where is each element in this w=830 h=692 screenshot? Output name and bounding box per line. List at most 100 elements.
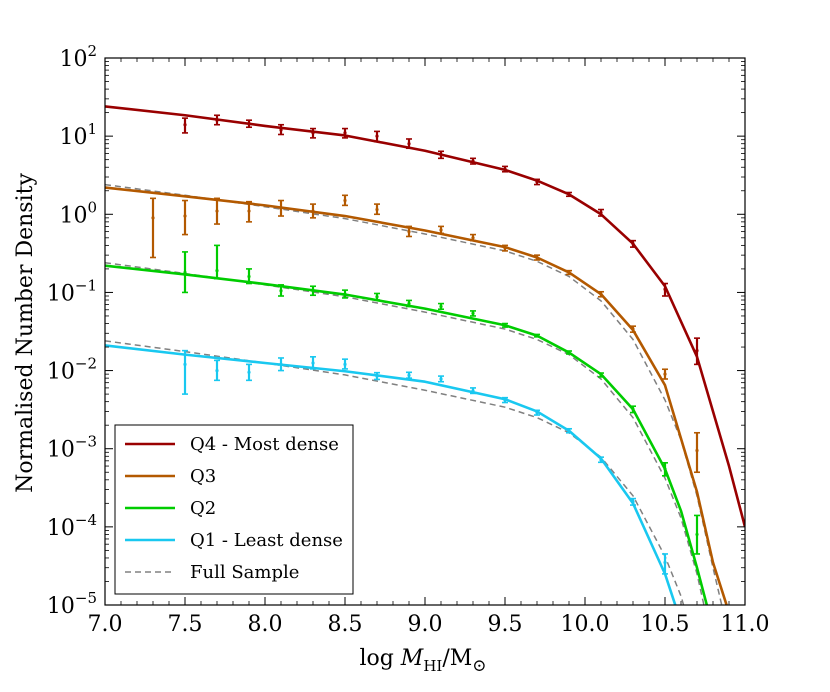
- data-point: [439, 153, 443, 157]
- series-q2-errorbar-9: [438, 302, 444, 311]
- series-q1-least-dense-errorbar-6: [342, 358, 348, 370]
- series-q3-errorbar-2: [182, 199, 188, 236]
- data-point: [503, 246, 507, 250]
- data-point: [535, 410, 539, 415]
- series-q3-errorbar-8: [374, 203, 380, 216]
- series-q4-most-dense-errorbar-15: [630, 239, 636, 248]
- x-tick-label: 7.5: [168, 612, 203, 637]
- series-q1-least-dense-errorbar-5: [310, 356, 316, 370]
- data-point: [535, 180, 539, 184]
- data-point: [279, 289, 283, 293]
- series-q3-errorbar-17: [662, 368, 668, 380]
- series-q3-errorbar-18: [694, 431, 700, 474]
- data-point: [567, 429, 571, 433]
- data-point: [471, 236, 475, 240]
- x-tick-label: 8.0: [248, 612, 283, 637]
- series-q3-errorbar-3: [214, 197, 220, 225]
- series-q4-most-dense-errorbar-10: [470, 157, 476, 165]
- series-q4-most-dense-errorbar-5: [310, 127, 316, 139]
- series-q4-most-dense-errorbar-17: [694, 337, 700, 366]
- data-point: [279, 128, 283, 132]
- y-axis-label: Normalised Number Density: [13, 173, 38, 493]
- series-q4-most-dense-errorbar-1: [182, 117, 188, 134]
- data-point: [311, 131, 315, 135]
- series-q2-errorbar-8: [406, 299, 412, 308]
- data-point: [183, 362, 187, 366]
- y-tick-label: 10−3: [47, 433, 97, 463]
- series-q1-least-dense-errorbar-13: [566, 427, 572, 434]
- data-point: [503, 167, 507, 171]
- data-point: [151, 216, 155, 220]
- data-point: [631, 500, 635, 504]
- series-q4-most-dense-errorbar-8: [406, 138, 412, 150]
- data-point: [439, 377, 443, 381]
- series-q4-most-dense-errorbar-16: [662, 282, 668, 297]
- series-q4-most-dense-line: [105, 105, 745, 528]
- data-point: [375, 374, 379, 378]
- series-q1-least-dense-errorbar-4: [278, 357, 284, 372]
- series-q2-errorbar-17: [694, 514, 700, 555]
- x-tick-label: 10.0: [561, 612, 610, 637]
- data-point: [375, 295, 379, 299]
- series-q4-most-dense-errorbar-12: [534, 178, 540, 186]
- legend-label-full-sample: Full Sample: [190, 562, 299, 583]
- series-q2-errorbar-12: [534, 333, 540, 338]
- x-tick-label: 10.5: [641, 612, 690, 637]
- y-tick-label: 10−5: [47, 589, 97, 619]
- data-point: [439, 228, 443, 232]
- series-q3-errorbar-14: [566, 269, 572, 276]
- legend-box: [114, 424, 354, 595]
- data-point: [663, 560, 667, 565]
- data-point: [663, 467, 667, 471]
- x-tick-label: 7.0: [88, 612, 123, 637]
- data-point: [311, 361, 315, 365]
- data-point: [247, 209, 251, 213]
- data-point: [631, 327, 635, 331]
- y-tick-label: 10−2: [47, 355, 97, 385]
- y-tick-label: 101: [59, 120, 97, 150]
- data-point: [439, 304, 443, 309]
- series-q2-errorbar-16: [662, 462, 668, 477]
- legend-label-q2: Q2: [190, 498, 216, 519]
- series-q1-least-dense-errorbar-9: [438, 375, 444, 383]
- series-q1-least-dense-errorbar-15: [630, 497, 636, 506]
- data-point: [343, 292, 347, 296]
- data-point: [215, 269, 219, 273]
- series-q2-errorbar-14: [598, 372, 604, 378]
- data-point: [503, 398, 507, 402]
- series-q1-least-dense-errorbar-7: [374, 371, 380, 381]
- series-q3-errorbar-6: [310, 203, 316, 219]
- plot-data-layer: [105, 105, 745, 605]
- series-q2-errorbar-15: [630, 405, 636, 414]
- x-axis-label: log MHI/M⊙: [359, 646, 486, 676]
- series-q3-errorbar-7: [342, 194, 348, 207]
- series-q3-line: [105, 186, 728, 605]
- data-point: [407, 230, 411, 234]
- series-q1-least-dense-errorbar-12: [534, 409, 540, 416]
- data-point: [375, 134, 379, 138]
- series-q1-least-dense-errorbar-10: [470, 387, 476, 395]
- series-q4-most-dense-errorbar-4: [278, 123, 284, 136]
- data-point: [407, 142, 411, 146]
- data-point: [279, 362, 283, 366]
- series-q2-errorbar-4: [278, 284, 284, 297]
- axis-ticks: [104, 57, 746, 606]
- x-tick-label: 8.5: [328, 612, 363, 637]
- legend: Q4 - Most dense Q3 Q2 Q1 - Least dense Full …: [114, 424, 354, 595]
- series-q3-errorbar-5: [278, 199, 284, 217]
- data-point: [343, 131, 347, 135]
- series-q3-errorbar-9: [406, 225, 412, 238]
- y-tick-label: 100: [59, 198, 97, 228]
- data-point: [343, 362, 347, 366]
- legend-label-q4-most-dense: Q4 - Most dense: [190, 434, 339, 455]
- data-point: [567, 192, 571, 196]
- legend-label-q1-least-dense: Q1 - Least dense: [190, 530, 343, 551]
- y-tick-label: 10−1: [47, 276, 97, 306]
- series-q4-most-dense-errorbar-14: [598, 208, 604, 217]
- data-point: [599, 292, 603, 296]
- data-point: [663, 372, 667, 376]
- x-tick-label: 9.5: [488, 612, 523, 637]
- data-point: [343, 198, 347, 203]
- series-q1-least-dense-errorbar-11: [502, 396, 508, 404]
